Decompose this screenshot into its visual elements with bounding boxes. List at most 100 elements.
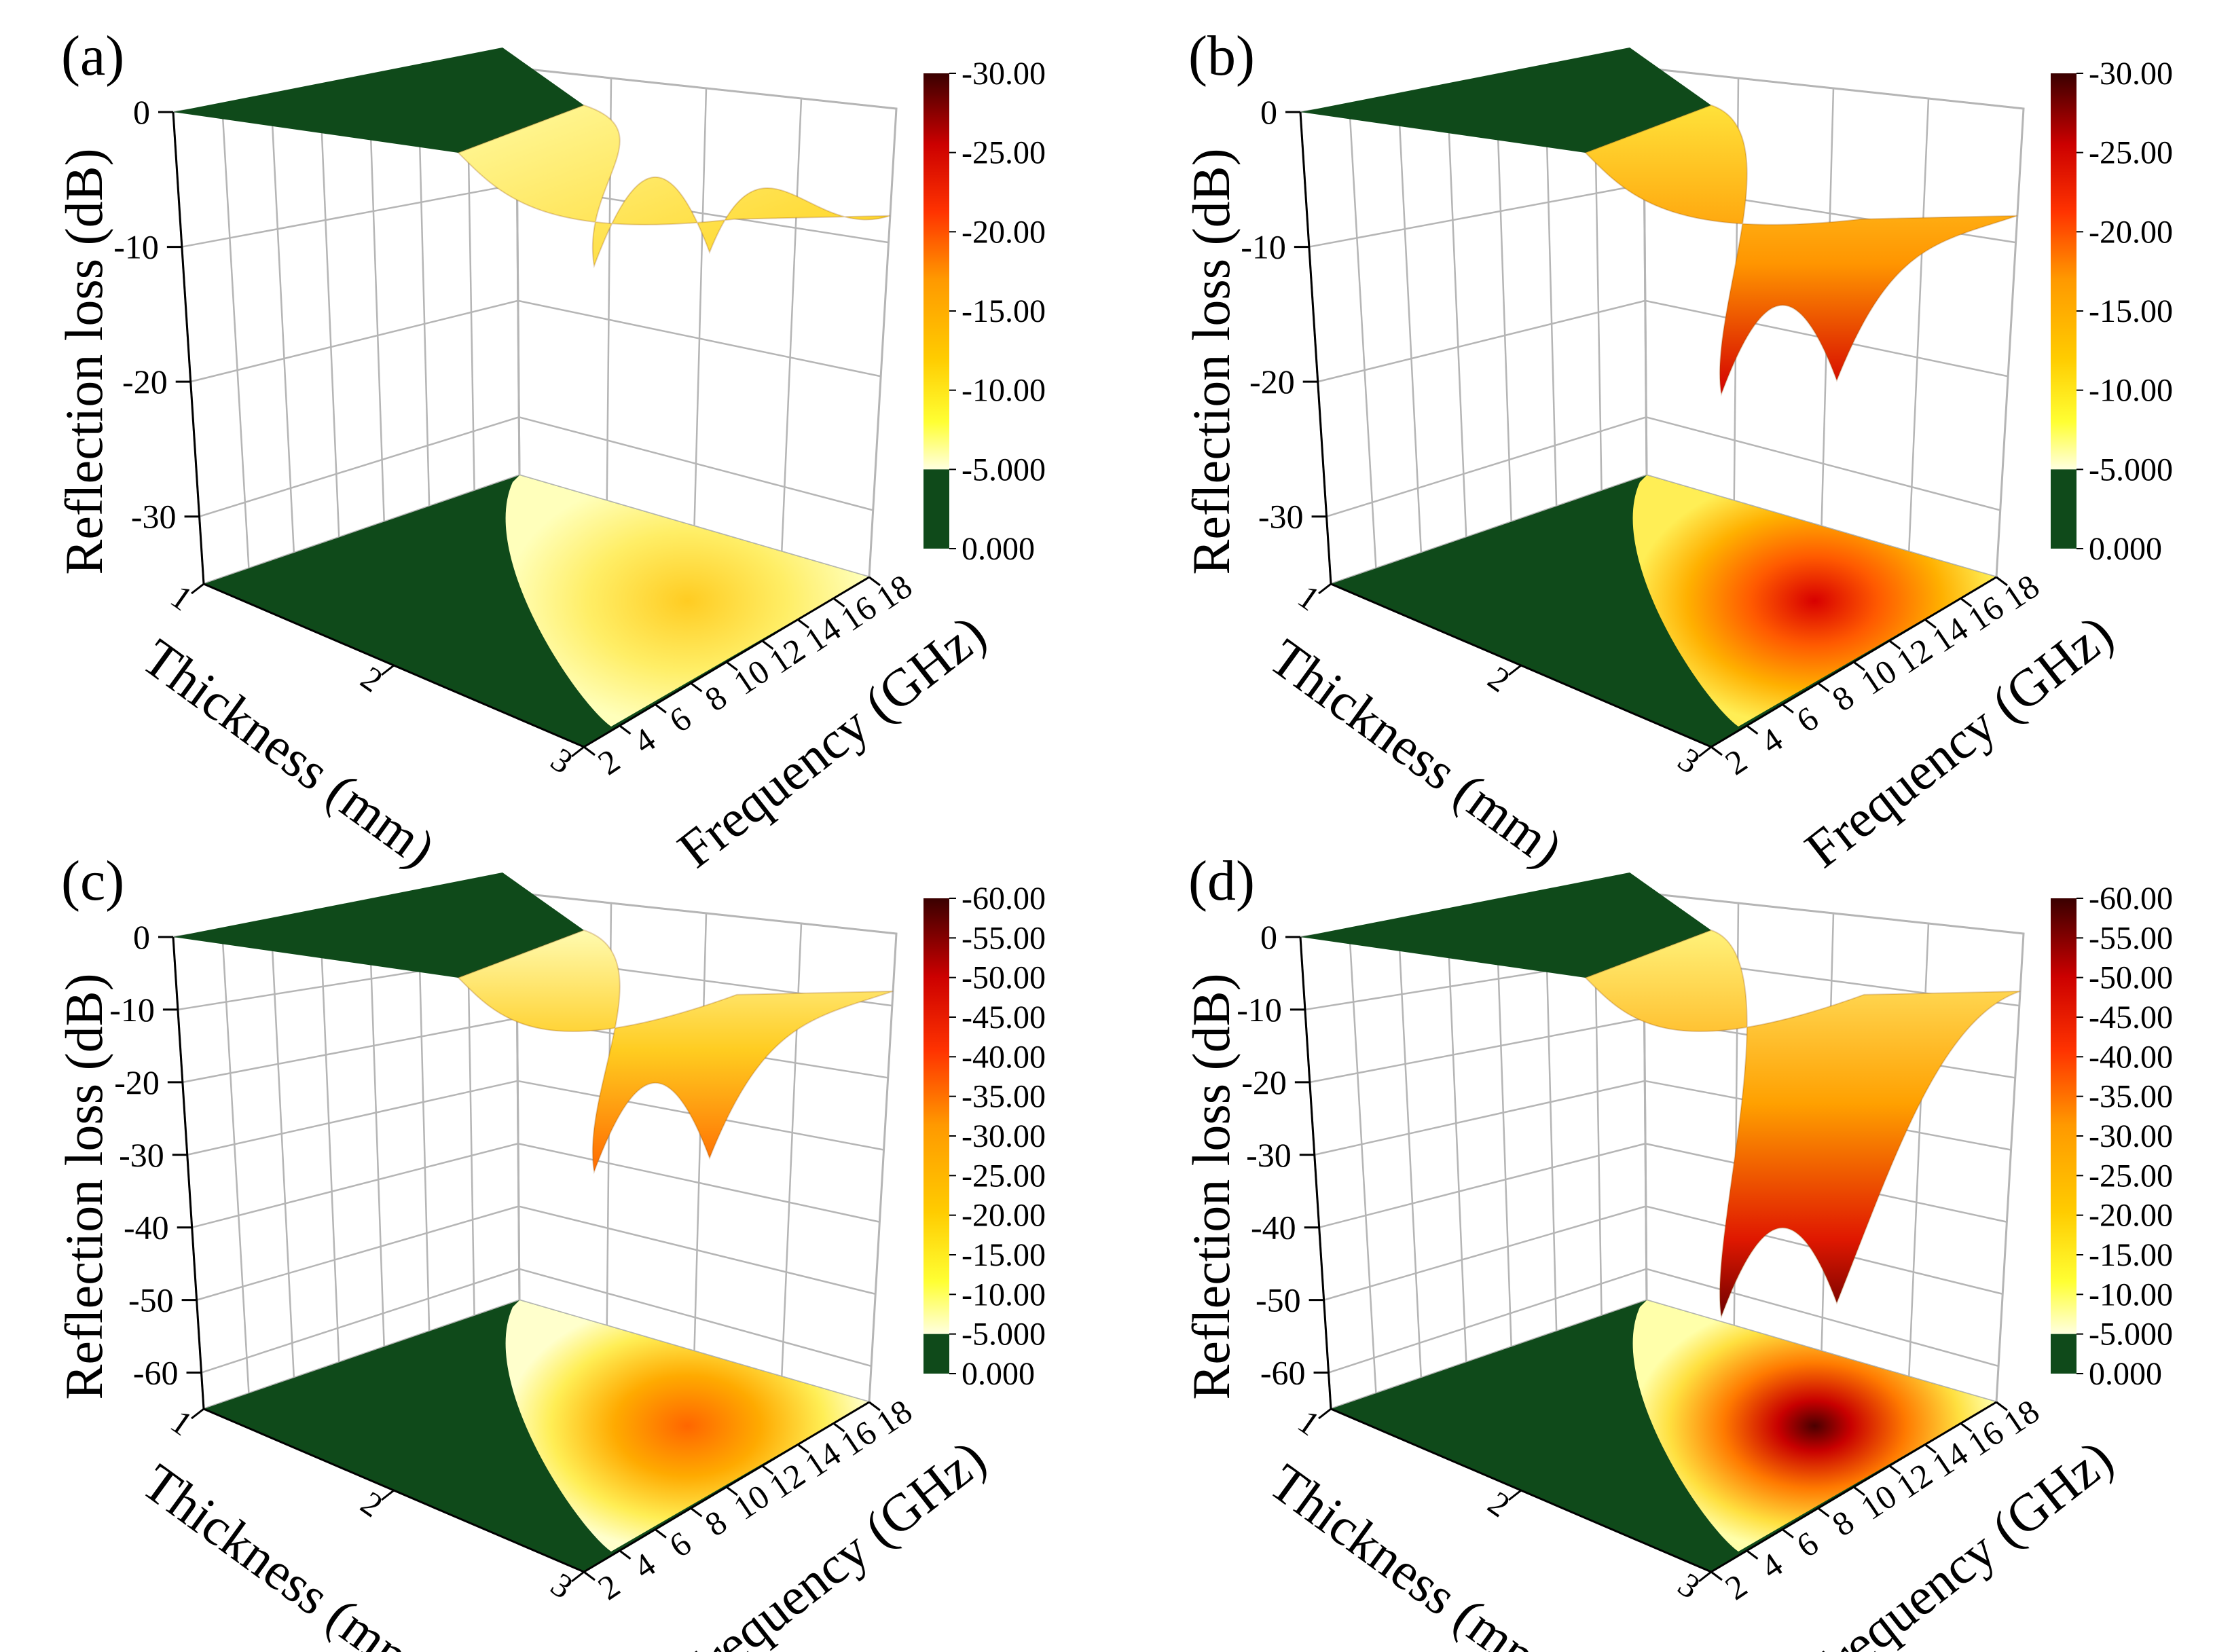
panel-label: (a) (61, 24, 124, 88)
z-tick-label: -20 (1241, 1063, 1287, 1101)
colorbar-tick-label: -50.00 (2089, 960, 2173, 996)
rl-surface (173, 873, 894, 1175)
thickness-tick-label: 3 (544, 740, 580, 781)
frequency-tick-label: 8 (1825, 678, 1861, 718)
grid-line (190, 299, 519, 383)
thickness-tick-label: 2 (354, 659, 390, 699)
colorbar-tick-label: -30.00 (962, 1118, 1046, 1154)
thickness-tick-mark (1698, 1571, 1712, 1583)
thickness-tick-label: 3 (1671, 740, 1707, 781)
grid-line (1319, 1143, 1646, 1228)
grid-line (1328, 1268, 1647, 1374)
z-tick-label: -10 (1241, 228, 1286, 266)
z-axis-line (172, 111, 205, 585)
grid-line (368, 86, 385, 522)
grid-line (1309, 183, 1645, 248)
colorbar-tick-label: -60.00 (2089, 881, 2173, 917)
thickness-tick-mark (381, 1489, 395, 1501)
frequency-tick-mark (797, 1444, 809, 1454)
z-tick-label: -10 (1237, 991, 1282, 1029)
thickness-tick-mark (381, 664, 395, 676)
grid-line (519, 1268, 872, 1368)
grid-line (199, 416, 519, 517)
frequency-tick-mark (1888, 640, 1901, 650)
frequency-tick-mark (1710, 746, 1723, 756)
colorbar-tick-label: -55.00 (2089, 920, 2173, 956)
colorbar-tick-label: -25.00 (2089, 135, 2173, 171)
frequency-tick-mark (655, 703, 667, 714)
floor-projection (1330, 1300, 1997, 1573)
colorbar-low-band (923, 1334, 949, 1374)
colorbar-ramp (923, 73, 949, 470)
frequency-tick-mark (1746, 724, 1759, 735)
thickness-tick-mark (1508, 664, 1522, 676)
colorbar-tick-label: -40.00 (2089, 1039, 2173, 1075)
colorbar-tick-label: -25.00 (2089, 1158, 2173, 1194)
grid-line (1495, 86, 1512, 522)
frequency-tick-mark (1817, 682, 1830, 693)
grid-line (1348, 930, 1377, 1394)
z-tick-label: 0 (1260, 93, 1277, 131)
frequency-tick-mark (619, 1549, 632, 1560)
colorbar: -30.00 -25.00 -20.00 -15.00 -10.00 -5.000 0.00… (2051, 56, 2173, 567)
colorbar-tick-label: -10.00 (2089, 1277, 2173, 1313)
floor-projection (203, 475, 870, 748)
z-tick-label: -40 (124, 1209, 169, 1247)
colorbar-tick-label: -50.00 (962, 960, 1046, 996)
floor-projection (1330, 475, 1997, 748)
panel-d: 0 -10 -20 -30 -40 -50 -60 Reflection loss (dB) 1… (1182, 849, 2173, 1652)
frequency-tick-mark (761, 1465, 774, 1475)
z-axis-title: Reflection loss (dB) (54, 973, 113, 1399)
grid-line (1326, 416, 1647, 517)
frequency-tick-mark (583, 1571, 596, 1581)
frequency-tick-mark (1960, 1422, 1973, 1433)
grid-line (781, 98, 803, 552)
colorbar-tick-label: 0.000 (2089, 1356, 2162, 1392)
frequency-tick-mark (1960, 598, 1973, 608)
colorbar-tick-label: -20.00 (962, 1198, 1046, 1234)
floor-projection (203, 1300, 870, 1573)
surface-low-region (173, 873, 584, 978)
colorbar: -30.00 -25.00 -20.00 -15.00 -10.00 -5.000 0.00… (923, 56, 1046, 567)
thickness-tick-mark (191, 583, 204, 595)
frequency-tick-mark (1996, 1401, 2008, 1412)
z-tick-label: -30 (119, 1136, 164, 1174)
frequency-tick-mark (1853, 661, 1865, 672)
z-tick-label: -30 (1246, 1136, 1292, 1174)
colorbar-tick-label: 0.000 (2089, 531, 2162, 567)
grid-line (1908, 98, 1930, 552)
grid-line (1495, 911, 1512, 1347)
z-axis: 0 -10 -20 -30 (1241, 93, 1332, 585)
frequency-tick-mark (797, 619, 809, 629)
colorbar-tick-label: 0.000 (962, 531, 1035, 567)
thickness-tick-label: 2 (1481, 1484, 1517, 1524)
grid-line (319, 93, 340, 538)
frequency-tick-mark (1782, 703, 1794, 714)
floor-absorption-region (1632, 475, 1996, 727)
frequency-tick-mark (1710, 1571, 1723, 1581)
colorbar-tick-label: -20.00 (962, 214, 1046, 250)
grid-line (181, 183, 517, 248)
grid-line (1309, 1017, 1645, 1084)
surface-low-region (173, 48, 584, 153)
grid-line (182, 1017, 517, 1084)
grid-line (517, 1143, 880, 1223)
thickness-tick-label: 2 (354, 1484, 390, 1524)
z-tick-label: -20 (114, 1063, 160, 1101)
z-axis-title: Reflection loss (dB) (54, 148, 113, 574)
frequency-tick-mark (1996, 576, 2008, 587)
thickness-tick-mark (1698, 746, 1712, 758)
colorbar-ramp (923, 898, 949, 1334)
grid-line (1544, 80, 1558, 507)
colorbar-tick-label: -10.00 (962, 1277, 1046, 1313)
colorbar-tick-label: -30.00 (2089, 56, 2173, 92)
frequency-tick-label: 4 (627, 1545, 662, 1585)
frequency-tick-label: 4 (1754, 1545, 1789, 1585)
rl-surface (173, 48, 891, 269)
surface-low-region (1300, 48, 1711, 153)
z-axis-line (1299, 111, 1332, 585)
panel-label: (c) (61, 849, 124, 913)
frequency-tick-mark (619, 724, 632, 735)
frequency-tick-label: 2 (1718, 1566, 1753, 1607)
frequency-tick-mark (1924, 1444, 1937, 1454)
